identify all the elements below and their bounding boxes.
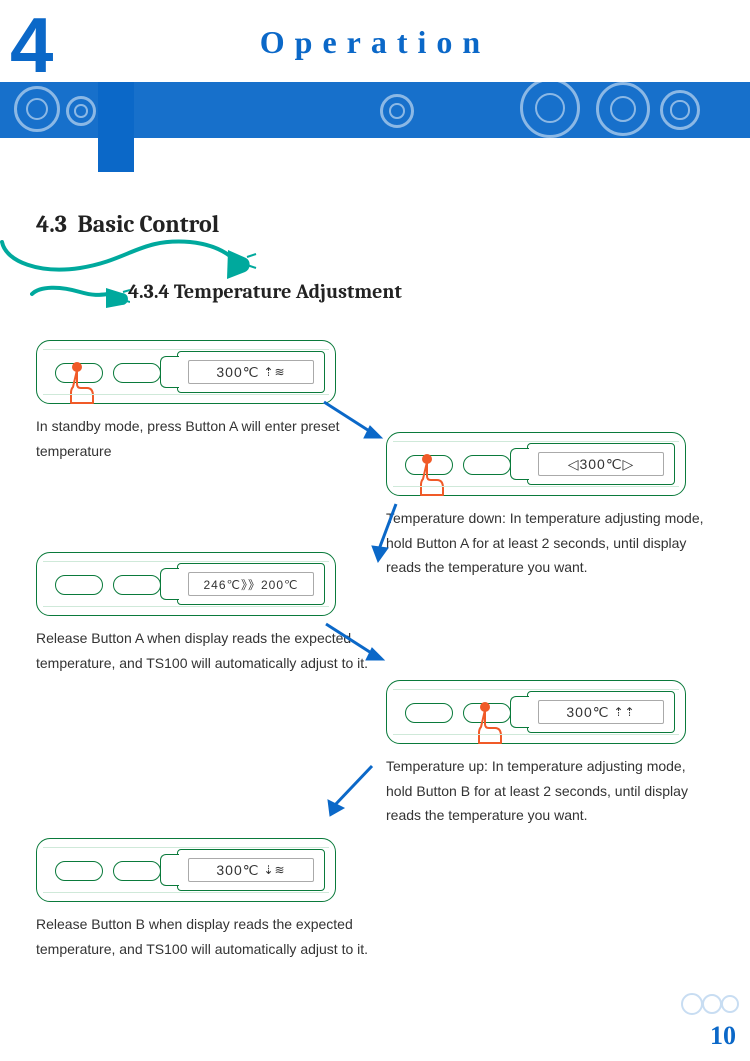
- section-id: 4.3: [36, 210, 67, 238]
- lcd-text: 300℃: [216, 364, 259, 381]
- lcd-display: 246℃》》200℃: [188, 572, 314, 596]
- footer-deco-icon: [680, 991, 740, 1017]
- lcd-icon: ⇡⇡: [613, 705, 635, 719]
- step-4: 300℃ ⇡⇡ Temperature up: In temperature a…: [386, 680, 706, 828]
- lcd-text: 300℃: [566, 704, 609, 721]
- step-2: ◁300℃▷ Temperature down: In temperature …: [386, 432, 706, 580]
- step-caption: Release Button B when display reads the …: [36, 912, 376, 961]
- lcd-frame: 300℃ ⇡⇡: [527, 691, 675, 733]
- subsection-title: Temperature Adjustment: [174, 280, 402, 303]
- lcd-frame: ◁300℃▷: [527, 443, 675, 485]
- header-tab: [98, 82, 134, 172]
- lcd-display: 300℃ ⇡⇡: [538, 700, 664, 724]
- lcd-text: 246℃》》200℃: [204, 576, 299, 593]
- subsection-heading: 4.3.4 Temperature Adjustment: [128, 280, 402, 303]
- arrow-icon: [322, 620, 392, 670]
- lcd-frame: 300℃ ⇣≋: [177, 849, 325, 891]
- button-a-icon: [55, 861, 103, 881]
- button-a-icon: [405, 703, 453, 723]
- subsection-id: 4.3.4: [128, 280, 169, 303]
- gear-icon: [380, 94, 414, 128]
- gear-icon: [66, 96, 96, 126]
- finger-press-icon: [63, 361, 99, 405]
- lcd-icon: ⇡≋: [263, 365, 285, 379]
- gear-icon: [520, 78, 580, 138]
- button-a-icon: [55, 575, 103, 595]
- lcd-text: ◁300℃▷: [568, 456, 635, 473]
- lcd-text: 300℃: [216, 862, 259, 879]
- step-caption: Temperature up: In temperature adjusting…: [386, 754, 706, 828]
- lcd-icon: ⇣≋: [263, 863, 285, 877]
- button-b-icon: [113, 575, 161, 595]
- button-b-icon: [463, 455, 511, 475]
- arrow-icon: [322, 760, 382, 820]
- lcd-display: 300℃ ⇣≋: [188, 858, 314, 882]
- button-b-icon: [113, 861, 161, 881]
- finger-press-icon: [471, 701, 507, 745]
- section-title: Basic Control: [78, 210, 220, 238]
- lcd-display: ◁300℃▷: [538, 452, 664, 476]
- step-caption: Temperature down: In temperature adjusti…: [386, 506, 706, 580]
- plug-cable-icon: [30, 278, 130, 308]
- device-illustration: ◁300℃▷: [386, 432, 686, 496]
- button-b-icon: [113, 363, 161, 383]
- device-illustration: 300℃ ⇡⇡: [386, 680, 686, 744]
- lcd-frame: 300℃ ⇡≋: [177, 351, 325, 393]
- device-illustration: 300℃ ⇣≋: [36, 838, 336, 902]
- step-5: 300℃ ⇣≋ Release Button B when display re…: [36, 838, 376, 961]
- manual-page: 4 Operation 4.3 Basic Control 4.3.4 Temp…: [0, 0, 750, 1061]
- gear-icon: [660, 90, 700, 130]
- gear-icon: [14, 86, 60, 132]
- lcd-display: 300℃ ⇡≋: [188, 360, 314, 384]
- device-illustration: 246℃》》200℃: [36, 552, 336, 616]
- arrow-icon: [320, 398, 390, 448]
- device-illustration: 300℃ ⇡≋: [36, 340, 336, 404]
- section-heading: 4.3 Basic Control: [36, 210, 219, 238]
- finger-press-icon: [413, 453, 449, 497]
- gear-icon: [596, 82, 650, 136]
- lcd-frame: 246℃》》200℃: [177, 563, 325, 605]
- chapter-title: Operation: [0, 24, 750, 61]
- page-number: 10: [710, 1021, 736, 1051]
